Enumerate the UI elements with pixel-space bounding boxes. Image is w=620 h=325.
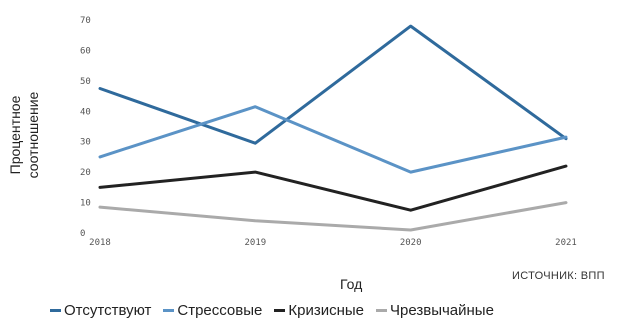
series-line-0	[98, 24, 568, 145]
legend-swatch	[376, 308, 387, 312]
x-tick-label: 2021	[555, 238, 577, 248]
legend-swatch	[163, 308, 175, 312]
legend-label: Кризисные	[288, 301, 364, 319]
legend-item-stressovye: Стрессовые	[163, 302, 262, 319]
legend-item-chrezvychaynye: Чрезвычайные	[376, 302, 494, 319]
y-tick-label: 50	[80, 77, 91, 87]
y-tick-label: 0	[80, 229, 85, 239]
x-axis-ticks: 2018 2019 2020 2021	[89, 238, 577, 248]
y-tick-label: 70	[80, 16, 91, 26]
x-tick-label: 2019	[244, 238, 266, 248]
source-note: ИСТОЧНИК: ВПП	[512, 270, 605, 282]
y-axis-label-line1: Процентное	[7, 95, 23, 174]
legend-label: Стрессовые	[177, 301, 263, 319]
y-axis-label-line2: соотношение	[25, 91, 41, 178]
legend-label: Чрезвычайные	[390, 301, 494, 319]
y-tick-label: 30	[80, 138, 91, 148]
y-tick-label: 40	[80, 107, 91, 117]
legend-item-krizisnye: Кризисные	[274, 302, 364, 319]
x-axis-label: Год	[340, 276, 363, 292]
chart-legend: Отсутствуют Стрессовые Кризисные Чрезвыч…	[50, 298, 620, 322]
legend-label: Отсутствуют	[64, 301, 152, 319]
y-tick-label: 60	[80, 46, 91, 56]
series-line-2	[98, 164, 568, 212]
y-tick-label: 20	[80, 168, 91, 178]
x-tick-label: 2020	[400, 238, 422, 248]
legend-item-otsutstvuyut: Отсутствуют	[50, 302, 151, 319]
y-axis-ticks: 0 10 20 30 40 50 60 70	[80, 16, 91, 239]
y-tick-label: 10	[80, 199, 91, 209]
x-tick-label: 2018	[89, 238, 111, 248]
legend-swatch	[50, 308, 61, 312]
legend-swatch	[274, 308, 286, 312]
series-line-1	[98, 105, 568, 174]
series-lines	[98, 24, 568, 232]
series-line-3	[98, 201, 568, 232]
